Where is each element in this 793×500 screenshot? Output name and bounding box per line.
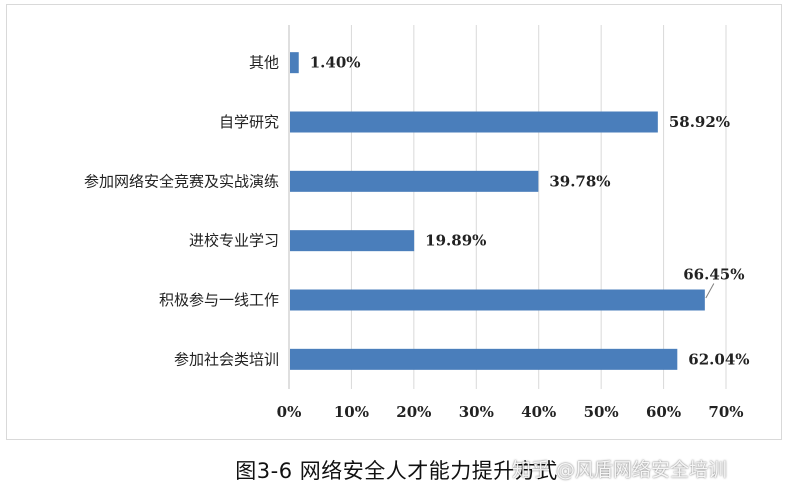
leader-line [705, 283, 715, 299]
bar [290, 52, 299, 74]
x-tick-label: 0% [277, 403, 302, 421]
bar [290, 230, 415, 252]
category-label: 进校专业学习 [189, 232, 279, 250]
x-tick-label: 20% [396, 403, 431, 421]
category-label: 自学研究 [219, 113, 279, 131]
x-tick-label: 60% [646, 403, 681, 421]
x-tick-label: 70% [708, 403, 743, 421]
data-label: 58.92% [669, 113, 730, 131]
category-label: 参加网络安全竞赛及实战演练 [84, 172, 279, 190]
chart-frame: 0% 10% 20% 30% 40% 50% 60% 70% 其他 1.40% 自学研究 58.92%… [6, 4, 782, 440]
data-label: 62.04% [688, 350, 749, 368]
category-label: 参加社会类培训 [174, 350, 279, 368]
bar [290, 348, 678, 370]
x-tick-label: 30% [459, 403, 494, 421]
data-label: 19.89% [425, 232, 486, 250]
data-label: 66.45% [683, 266, 744, 284]
x-tick-label: 40% [521, 403, 556, 421]
category-label: 其他 [249, 54, 279, 72]
x-tick-label: 50% [584, 403, 619, 421]
figure-caption: 图3-6 网络安全人才能力提升方式 [235, 459, 558, 483]
category-label: 积极参与一线工作 [159, 291, 279, 309]
watermark: 知乎 @风盾网络安全培训 [512, 459, 728, 481]
bar [290, 170, 539, 192]
data-label: 1.40% [310, 54, 361, 72]
bar-chart: 0% 10% 20% 30% 40% 50% 60% 70% 其他 1.40% 自学研究 58.92%… [84, 25, 750, 421]
x-tick-label: 10% [334, 403, 369, 421]
bar [290, 289, 705, 311]
bar [290, 111, 658, 133]
data-label: 39.78% [549, 172, 610, 190]
